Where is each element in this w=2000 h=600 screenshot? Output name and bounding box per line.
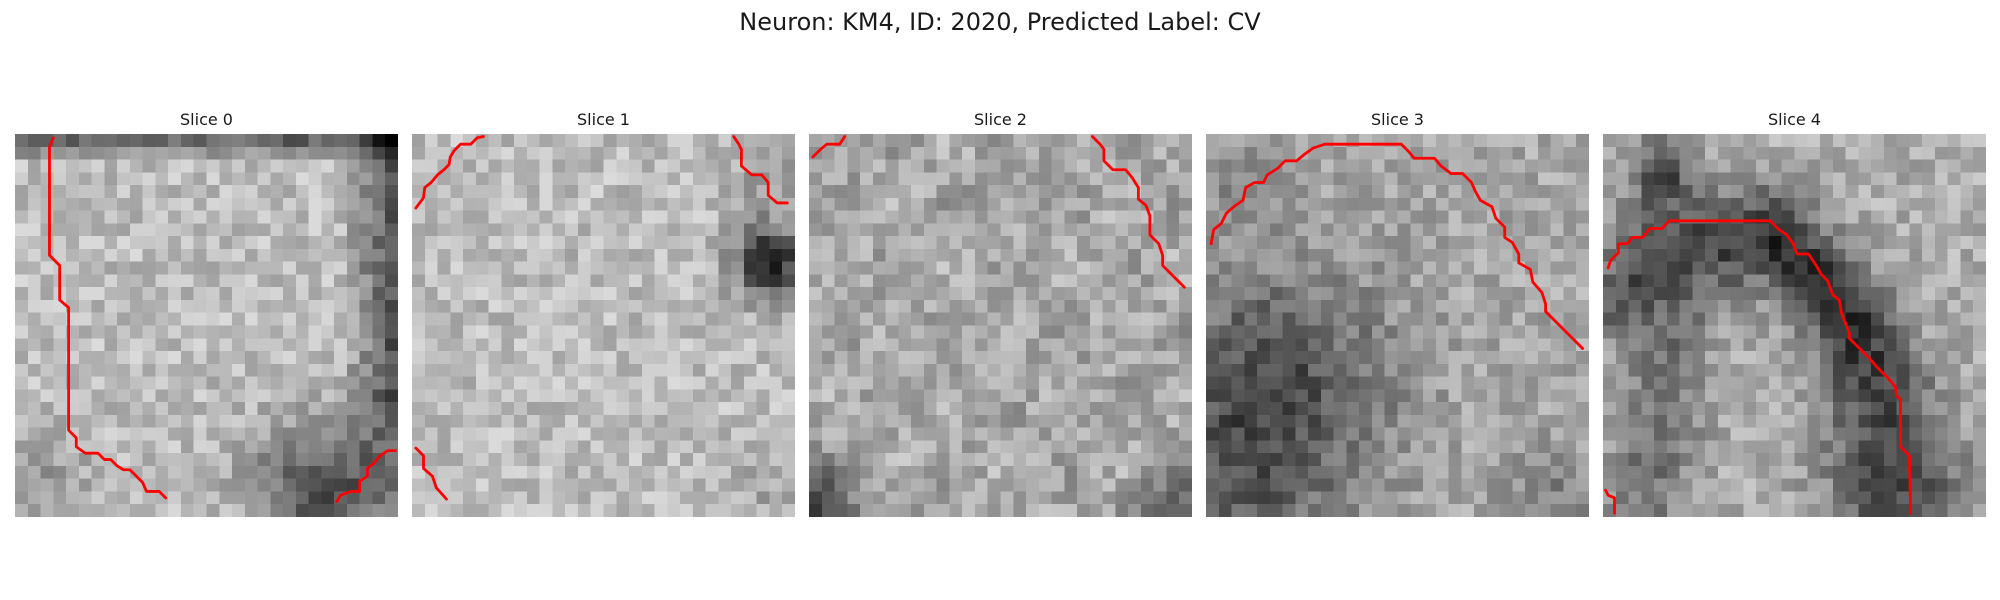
contour-line xyxy=(811,135,847,159)
contour-line xyxy=(732,135,789,205)
pixel-grid xyxy=(15,134,398,517)
slice-title: Slice 4 xyxy=(1768,110,1821,129)
pixel-grid xyxy=(1206,134,1589,517)
contour-line xyxy=(48,136,168,500)
contour-line xyxy=(414,446,448,501)
slice-image xyxy=(15,134,398,517)
slice-title: Slice 1 xyxy=(577,110,630,129)
slice-panel-3: Slice 3 xyxy=(1206,108,1589,517)
contour-line xyxy=(1604,488,1616,515)
slice-panel-1: Slice 1 xyxy=(412,108,795,517)
slice-image xyxy=(412,134,795,517)
pixel-grid xyxy=(412,134,795,517)
contour-line xyxy=(1606,219,1913,515)
slice-panel-2: Slice 2 xyxy=(809,108,1192,517)
slice-image xyxy=(1603,134,1986,517)
pixel-grid xyxy=(1603,134,1986,517)
slice-title: Slice 2 xyxy=(974,110,1027,129)
slice-title: Slice 3 xyxy=(1371,110,1424,129)
slice-panel-0: Slice 0 xyxy=(15,108,398,517)
slice-image xyxy=(1206,134,1589,517)
pixel-grid xyxy=(809,134,1192,517)
contour-line xyxy=(1091,135,1186,289)
contour-line xyxy=(335,449,397,504)
contour-line xyxy=(1209,142,1585,350)
contour-line xyxy=(414,135,485,210)
slice-title: Slice 0 xyxy=(180,110,233,129)
slice-image xyxy=(809,134,1192,517)
figure-title: Neuron: KM4, ID: 2020, Predicted Label: … xyxy=(739,8,1261,36)
slice-panel-4: Slice 4 xyxy=(1603,108,1986,517)
